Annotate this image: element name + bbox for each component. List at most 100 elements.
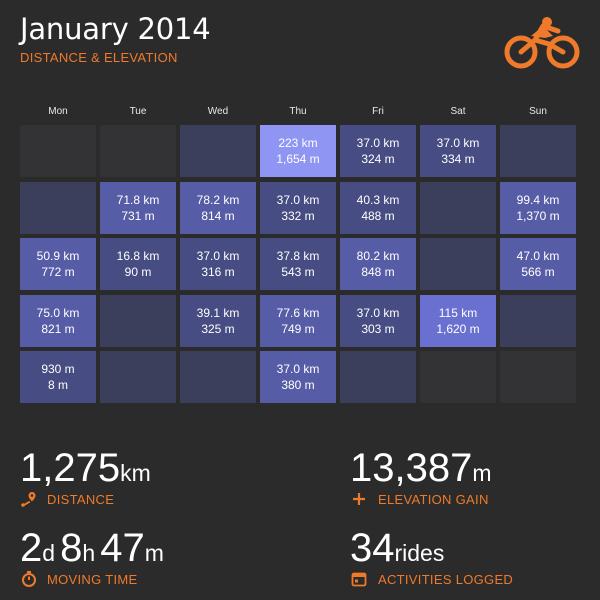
calendar-day-cell[interactable]: 47.0 km 566 m: [500, 238, 576, 290]
calendar-day-cell[interactable]: [100, 125, 176, 177]
calendar-day-cell[interactable]: 37.0 km 380 m: [260, 351, 336, 403]
day-elevation: 8 m: [47, 378, 68, 392]
moving-time-days: 2: [20, 526, 43, 570]
day-elevation: 848 m: [361, 265, 395, 279]
day-distance: 223 km: [278, 136, 318, 150]
day-elevation: 488 m: [361, 208, 395, 223]
activities-label: ACTIVITIES LOGGED: [378, 572, 514, 587]
elevation-value: 13,387: [350, 446, 473, 490]
day-distance: 37.0 km: [276, 192, 320, 207]
calendar-day-cell[interactable]: [340, 351, 416, 403]
calendar-day-cell[interactable]: 115 km 1,620 m: [420, 294, 496, 347]
day-elevation: 814 m: [201, 208, 235, 223]
day-elevation: 821 m: [41, 321, 75, 336]
day-elevation: 303 m: [361, 321, 395, 336]
calendar-day-cell[interactable]: 40.3 km 488 m: [340, 181, 416, 234]
cyclist-icon: [504, 17, 580, 69]
moving-time-label: MOVING TIME: [47, 572, 138, 587]
day-elevation: 749 m: [281, 321, 315, 336]
day-elevation: 90 m: [124, 265, 152, 279]
day-distance: 80.2 km: [356, 249, 400, 263]
calendar-day-cell[interactable]: [180, 351, 256, 403]
calendar-day-cell[interactable]: 16.8 km 90 m: [100, 238, 176, 290]
weekday-label: Sat: [450, 106, 466, 117]
day-distance: 75.0 km: [36, 305, 80, 320]
calendar-day-cell[interactable]: 71.8 km 731 m: [100, 181, 176, 234]
day-elevation: 731 m: [121, 208, 155, 223]
route-pin-icon: [21, 492, 36, 507]
day-distance: 71.8 km: [116, 192, 160, 207]
day-distance: 37.0 km: [356, 136, 400, 150]
weekday-label: Sun: [529, 106, 547, 117]
day-distance: 115 km: [438, 305, 478, 320]
calendar-day-cell[interactable]: 99.4 km 1,370 m: [500, 181, 576, 234]
day-distance: 77.6 km: [276, 305, 320, 320]
day-elevation: 316 m: [201, 265, 235, 279]
moving-time-days-unit: d: [42, 540, 56, 566]
weekday-label: Thu: [289, 106, 307, 117]
moving-time-minutes: 47: [100, 526, 145, 570]
distance-unit: km: [120, 460, 151, 486]
calendar-day-cell[interactable]: 80.2 km 848 m: [340, 238, 416, 290]
calendar-day-cell[interactable]: 37.8 km 543 m: [260, 238, 336, 290]
calendar-day-cell[interactable]: [420, 181, 496, 234]
calendar-day-cell[interactable]: [500, 125, 576, 177]
day-elevation: 334 m: [441, 152, 475, 166]
calendar-day-cell[interactable]: [20, 125, 96, 177]
day-distance: 50.9 km: [36, 249, 80, 263]
calendar-day-cell[interactable]: 37.0 km 324 m: [340, 125, 416, 177]
calendar-day-cell[interactable]: [100, 351, 176, 403]
calendar-day-cell[interactable]: 37.0 km 303 m: [340, 294, 416, 347]
calendar-day-cell[interactable]: 223 km 1,654 m: [260, 125, 336, 177]
moving-time-stat: 2d 8h 47m: [20, 528, 164, 568]
calendar-day-cell[interactable]: [500, 351, 576, 403]
calendar-day-cell[interactable]: 50.9 km 772 m: [20, 238, 96, 290]
calendar-day-cell[interactable]: 930 m 8 m: [20, 351, 96, 403]
calendar-day-cell[interactable]: 75.0 km 821 m: [20, 294, 96, 347]
day-distance: 37.0 km: [196, 249, 240, 263]
day-distance: 37.8 km: [276, 249, 320, 263]
calendar-day-cell[interactable]: [20, 181, 96, 234]
day-distance: 37.0 km: [356, 305, 400, 320]
day-elevation: 325 m: [201, 321, 235, 336]
day-distance: 40.3 km: [356, 192, 400, 207]
day-elevation: 324 m: [361, 152, 395, 166]
day-distance: 930 m: [41, 362, 75, 376]
day-distance: 37.0 km: [436, 136, 480, 150]
day-elevation: 1,370 m: [516, 208, 560, 223]
calendar-day-cell[interactable]: [420, 351, 496, 403]
moving-time-hours: 8: [60, 526, 83, 570]
calendar-day-cell[interactable]: [180, 125, 256, 177]
day-distance: 39.1 km: [196, 305, 240, 320]
calendar-day-cell[interactable]: 77.6 km 749 m: [260, 294, 336, 347]
weekday-label: Tue: [129, 106, 147, 117]
calendar-day-cell[interactable]: [500, 294, 576, 347]
page-title: January 2014: [20, 12, 211, 46]
page-subtitle: DISTANCE & ELEVATION: [20, 50, 178, 65]
distance-value: 1,275: [20, 446, 121, 490]
day-distance: 47.0 km: [516, 249, 560, 263]
day-distance: 16.8 km: [116, 249, 160, 263]
calendar-day-cell[interactable]: 37.0 km 316 m: [180, 238, 256, 290]
day-elevation: 543 m: [281, 265, 315, 279]
activities-stat: 34rides: [350, 528, 444, 568]
stopwatch-icon: [22, 571, 36, 587]
activities-unit: rides: [394, 540, 445, 566]
weekday-header: Mon Tue Wed Thu Fri Sat Sun: [20, 106, 580, 120]
calendar-day-cell[interactable]: 37.0 km 334 m: [420, 125, 496, 177]
plus-icon: [353, 493, 365, 505]
day-distance: 78.2 km: [196, 192, 240, 207]
day-elevation: 772 m: [41, 265, 75, 279]
day-elevation: 1,620 m: [436, 321, 480, 336]
day-distance: 37.0 km: [276, 362, 320, 376]
calendar-day-cell[interactable]: [100, 294, 176, 347]
day-elevation: 332 m: [281, 208, 315, 223]
activities-value: 34: [350, 526, 395, 570]
calendar-day-cell[interactable]: 39.1 km 325 m: [180, 294, 256, 347]
weekday-label: Wed: [207, 106, 229, 117]
calendar-day-cell[interactable]: [420, 238, 496, 290]
calendar-day-cell[interactable]: 37.0 km 332 m: [260, 181, 336, 234]
calendar-day-cell[interactable]: 78.2 km 814 m: [180, 181, 256, 234]
distance-label: DISTANCE: [47, 492, 115, 507]
weekday-label: Fri: [372, 106, 384, 117]
